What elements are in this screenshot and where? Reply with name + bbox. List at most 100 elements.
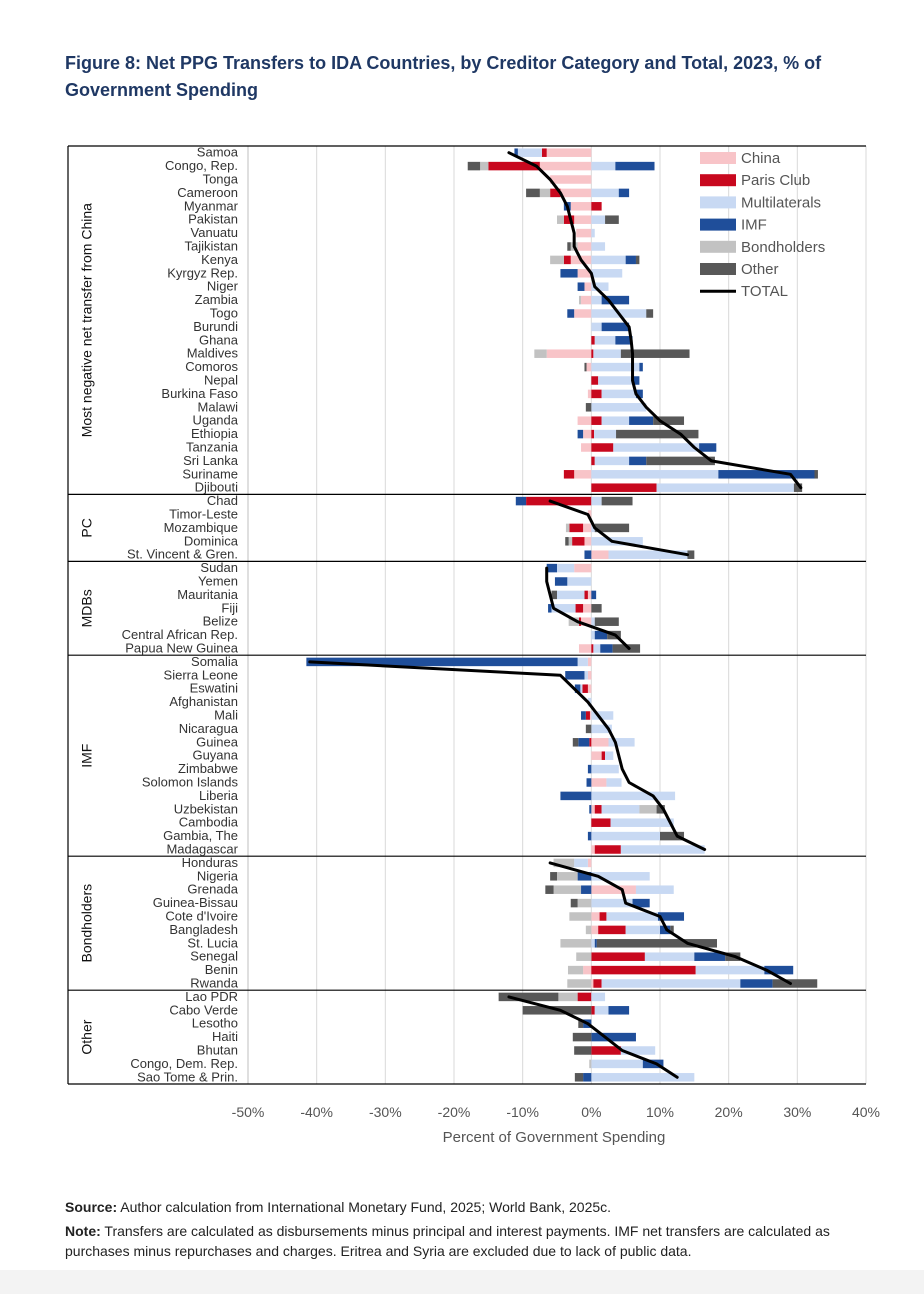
bar-imf-cote-d-ivoire bbox=[657, 912, 685, 921]
source-text: Author calculation from International Mo… bbox=[117, 1199, 612, 1215]
bar-china-uganda bbox=[577, 416, 592, 425]
bar-bond-senegal bbox=[576, 952, 592, 961]
country-label-timor-leste: Timor-Leste bbox=[169, 507, 238, 522]
bar-paris-maldives bbox=[591, 349, 594, 358]
bar-other-congo-rep bbox=[467, 161, 481, 171]
source-note: Source: Author calculation from Internat… bbox=[65, 1197, 895, 1217]
bar-other-kenya bbox=[635, 255, 640, 265]
country-label-rwanda: Rwanda bbox=[190, 976, 238, 991]
bar-multi-ethiopia bbox=[594, 429, 617, 439]
bar-other-guinea bbox=[572, 738, 579, 747]
bar-imf-samoa bbox=[514, 148, 518, 157]
bar-multi-vanuatu bbox=[591, 228, 595, 238]
bar-bond-lao-pdr bbox=[558, 992, 578, 1002]
country-label-chad: Chad bbox=[207, 493, 238, 508]
bar-paris-suriname bbox=[563, 470, 575, 479]
x-tick-label-30: 30% bbox=[783, 1104, 811, 1120]
bar-multi-liberia bbox=[591, 791, 676, 801]
bar-imf-burkina-faso bbox=[635, 389, 643, 399]
country-label-kenya: Kenya bbox=[201, 252, 239, 267]
country-label-samoa: Samoa bbox=[197, 145, 239, 160]
bar-multi-malawi bbox=[591, 403, 647, 412]
bar-other-sao-tome-prin bbox=[574, 1073, 584, 1082]
bar-china-guyana bbox=[591, 751, 602, 760]
legend-label-china: China bbox=[741, 150, 781, 167]
bar-multi-central-african-rep bbox=[591, 630, 595, 640]
bar-china-benin bbox=[583, 965, 592, 975]
country-label-vanuatu: Vanuatu bbox=[191, 225, 238, 240]
bar-bond-congo-rep bbox=[480, 161, 489, 171]
group-label-most-negative-net-transfer-from-china: Most negative net transfer from China bbox=[79, 203, 95, 437]
country-label-yemen: Yemen bbox=[198, 574, 238, 589]
bar-other-djibouti bbox=[793, 483, 803, 492]
bar-paris-mali bbox=[585, 711, 590, 720]
bar-multi-nicaragua bbox=[591, 724, 612, 734]
bar-paris-cabo-verde bbox=[591, 1006, 595, 1015]
bar-multi-guinea-bissau bbox=[591, 898, 633, 908]
country-label-mali: Mali bbox=[214, 708, 238, 723]
bar-multi-congo-dem-rep bbox=[591, 1059, 643, 1069]
country-label-zimbabwe: Zimbabwe bbox=[178, 761, 238, 776]
bar-imf-central-african-rep bbox=[594, 630, 608, 640]
legend-label-bond: Bondholders bbox=[741, 239, 825, 256]
bar-other-rwanda bbox=[772, 979, 818, 988]
bar-multi-guyana bbox=[605, 751, 614, 760]
country-label-eswatini: Eswatini bbox=[190, 681, 239, 696]
country-label-niger: Niger bbox=[207, 279, 239, 294]
bar-bond-maldives bbox=[534, 349, 547, 358]
bar-multi-zambia bbox=[591, 295, 602, 305]
country-label-grenada: Grenada bbox=[187, 882, 238, 897]
group-label-pc: PC bbox=[79, 518, 95, 537]
bar-multi-nepal bbox=[598, 376, 633, 385]
bar-multi-st-vincent-gren bbox=[608, 550, 688, 559]
bar-paris-mozambique bbox=[569, 523, 584, 533]
bar-imf-haiti bbox=[591, 1032, 636, 1042]
bar-china-sierra-leone bbox=[587, 671, 592, 680]
total-line-other bbox=[507, 995, 679, 1079]
source-label: Source: bbox=[65, 1199, 118, 1215]
bar-other-gambia-the bbox=[660, 831, 685, 841]
country-label-lao-pdr: Lao PDR bbox=[185, 989, 238, 1004]
bar-paris-madagascar bbox=[594, 845, 621, 854]
bar-bond-kenya bbox=[550, 255, 564, 265]
bar-bond-congo-dem-rep bbox=[589, 1059, 592, 1069]
bar-paris-pakistan bbox=[563, 215, 575, 224]
legend-label-other: Other bbox=[741, 261, 779, 278]
note-label: Note: bbox=[65, 1223, 101, 1239]
bar-china-fiji bbox=[583, 604, 592, 613]
country-label-mozambique: Mozambique bbox=[164, 520, 238, 535]
x-tick-label-20: 20% bbox=[715, 1104, 743, 1120]
bar-multi-cote-d-ivoire bbox=[606, 912, 658, 921]
bar-bond-benin bbox=[567, 965, 584, 975]
country-label-burundi: Burundi bbox=[193, 319, 238, 334]
bar-multi-djibouti bbox=[656, 483, 794, 492]
bar-imf-mauritania bbox=[591, 590, 597, 600]
group-label-bondholders: Bondholders bbox=[79, 884, 95, 963]
bar-china-vanuatu bbox=[576, 228, 592, 238]
bar-multi-benin bbox=[695, 965, 765, 975]
bar-china-rwanda bbox=[591, 979, 594, 988]
country-label-sao-tome-prin: Sao Tome & Prin. bbox=[137, 1069, 238, 1084]
bar-imf-solomon-islands bbox=[586, 778, 592, 787]
bar-other-dominica bbox=[565, 537, 569, 546]
bar-china-belize bbox=[581, 617, 592, 626]
country-label-kyrgyz-rep: Kyrgyz Rep. bbox=[167, 265, 238, 280]
bar-imf-kenya bbox=[625, 255, 636, 265]
country-label-malawi: Malawi bbox=[198, 399, 239, 414]
bar-multi-bhutan bbox=[620, 1046, 656, 1055]
bar-multi-tanzania bbox=[613, 443, 700, 452]
country-label-fiji: Fiji bbox=[221, 600, 238, 615]
country-label-liberia: Liberia bbox=[199, 788, 239, 803]
bar-other-comoros bbox=[584, 362, 587, 372]
bar-imf-bangladesh bbox=[660, 925, 671, 935]
x-tick-label-neg40: -40% bbox=[300, 1104, 333, 1120]
bar-imf-guinea bbox=[578, 738, 590, 747]
country-label-sierra-leone: Sierra Leone bbox=[164, 667, 238, 682]
bar-multi-sri-lanka bbox=[594, 456, 630, 466]
total-line-mdbs bbox=[545, 566, 631, 650]
bar-china-madagascar bbox=[591, 845, 595, 854]
bar-multi-mali bbox=[591, 711, 614, 720]
legend-swatch-other bbox=[700, 263, 736, 275]
bar-multi-uzbekistan bbox=[601, 805, 640, 814]
